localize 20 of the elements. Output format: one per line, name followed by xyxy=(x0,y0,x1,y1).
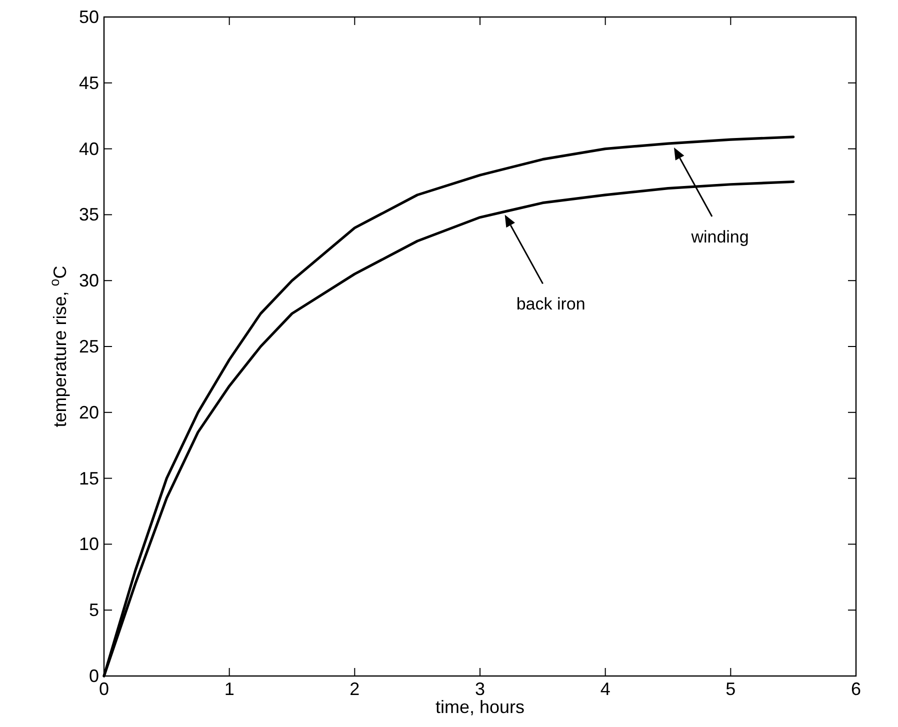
y-tick-label: 0 xyxy=(88,666,99,686)
x-tick-label: 5 xyxy=(726,679,736,699)
y-tick-label: 5 xyxy=(88,600,99,620)
x-tick-label: 6 xyxy=(850,679,862,699)
y-tick-label: 50 xyxy=(78,7,99,27)
x-tick-label: 2 xyxy=(350,679,360,699)
y-tick-label: 20 xyxy=(78,402,99,422)
x-axis-title: time, hours xyxy=(435,697,525,717)
annotation: back iron xyxy=(516,294,586,314)
y-tick-label: 40 xyxy=(78,138,99,159)
y-tick-label: 45 xyxy=(78,72,99,93)
annotation: winding xyxy=(690,227,749,246)
x-tick-label: 1 xyxy=(224,679,234,699)
y-tick-label: 30 xyxy=(78,270,99,291)
x-tick-label: 4 xyxy=(600,679,610,699)
y-tick-label: 25 xyxy=(78,336,99,356)
y-tick-label: 15 xyxy=(78,468,99,488)
y-tick-label: 10 xyxy=(78,534,99,554)
y-tick-label: 35 xyxy=(78,204,99,225)
x-tick-label: 3 xyxy=(474,679,486,699)
